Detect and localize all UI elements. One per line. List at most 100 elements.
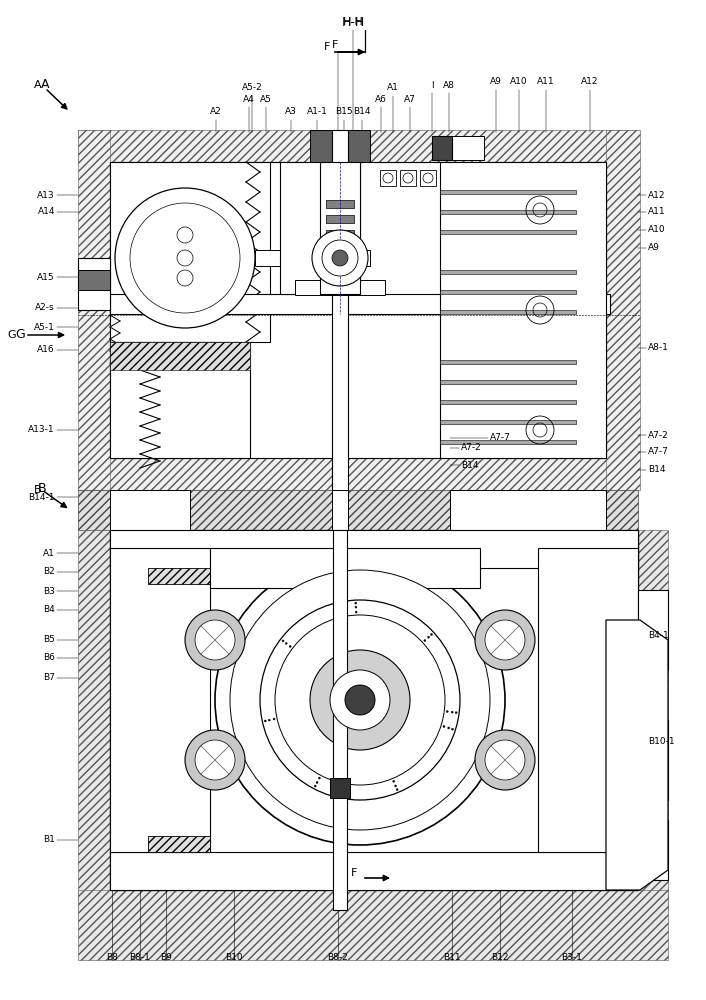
Bar	[78, 890, 668, 960]
Text: B4: B4	[43, 605, 55, 614]
Bar	[576, 162, 606, 458]
Bar	[452, 136, 484, 160]
Text: A5-1: A5-1	[34, 322, 55, 332]
Text: B: B	[34, 485, 42, 495]
Circle shape	[185, 610, 245, 670]
Bar	[110, 832, 210, 852]
Text: A10: A10	[510, 78, 528, 87]
Text: B11: B11	[443, 952, 461, 962]
Bar	[333, 530, 347, 910]
Bar	[616, 548, 638, 852]
Polygon shape	[606, 620, 668, 890]
Text: A10: A10	[648, 226, 666, 234]
Text: B1: B1	[43, 836, 55, 844]
Bar	[78, 270, 110, 290]
Circle shape	[448, 727, 450, 729]
Circle shape	[318, 777, 321, 779]
Text: B8: B8	[106, 952, 118, 962]
Text: A8: A8	[443, 81, 455, 90]
Circle shape	[355, 606, 357, 608]
Circle shape	[424, 640, 426, 642]
Bar	[280, 162, 360, 294]
Bar	[440, 440, 576, 444]
Bar	[295, 280, 385, 295]
Text: B3-1: B3-1	[561, 952, 582, 962]
Text: A7-7: A7-7	[490, 434, 511, 442]
Bar	[210, 548, 480, 558]
Text: A3: A3	[285, 107, 297, 116]
Bar	[440, 230, 576, 234]
Text: A7-7: A7-7	[648, 448, 669, 456]
Text: B14: B14	[648, 466, 666, 475]
Text: A9: A9	[648, 243, 660, 252]
Circle shape	[455, 712, 457, 714]
Bar	[440, 310, 576, 314]
Text: B9: B9	[160, 952, 172, 962]
Bar	[440, 420, 576, 424]
Text: B14: B14	[461, 460, 479, 470]
Bar	[295, 280, 385, 295]
Text: A: A	[34, 80, 42, 90]
Circle shape	[273, 718, 275, 720]
Circle shape	[428, 636, 429, 638]
Circle shape	[395, 785, 397, 787]
Circle shape	[115, 188, 255, 328]
Circle shape	[423, 173, 433, 183]
Bar	[210, 548, 480, 588]
Text: A5: A5	[260, 95, 272, 104]
Circle shape	[443, 725, 445, 727]
Bar	[78, 130, 110, 490]
Bar	[110, 530, 638, 568]
Circle shape	[451, 711, 453, 713]
Bar	[320, 162, 360, 294]
Text: B12: B12	[491, 952, 509, 962]
Bar	[110, 162, 270, 184]
Text: B7: B7	[43, 674, 55, 682]
Text: B: B	[37, 482, 47, 494]
Text: A2: A2	[210, 107, 222, 116]
Text: A6: A6	[375, 95, 387, 104]
Circle shape	[314, 785, 316, 787]
Bar	[78, 300, 110, 310]
Text: A7-2: A7-2	[648, 430, 669, 440]
Bar	[380, 170, 396, 186]
Circle shape	[345, 685, 375, 715]
Bar	[638, 720, 668, 800]
Text: B10-1: B10-1	[648, 738, 675, 746]
Text: A16: A16	[37, 346, 55, 355]
Circle shape	[230, 570, 490, 830]
Bar	[638, 590, 668, 670]
Bar	[110, 490, 190, 530]
Bar	[400, 170, 416, 186]
Circle shape	[215, 555, 505, 845]
Circle shape	[322, 240, 358, 276]
Circle shape	[452, 728, 453, 730]
Bar	[110, 342, 250, 458]
Circle shape	[431, 633, 433, 635]
Circle shape	[195, 620, 235, 660]
Bar	[326, 245, 354, 253]
Polygon shape	[110, 342, 250, 370]
Circle shape	[485, 620, 525, 660]
Bar	[538, 548, 638, 852]
Bar	[440, 380, 576, 384]
Text: B15: B15	[335, 107, 353, 116]
Circle shape	[275, 615, 445, 785]
Text: A11: A11	[648, 208, 666, 217]
Bar	[440, 162, 606, 458]
Text: B5: B5	[43, 636, 55, 645]
Bar	[110, 518, 190, 530]
Circle shape	[195, 740, 235, 780]
Bar	[110, 162, 270, 342]
Circle shape	[332, 250, 348, 266]
Text: A2-s: A2-s	[35, 304, 55, 312]
Text: H-H: H-H	[342, 17, 364, 27]
Text: A7-2: A7-2	[461, 444, 481, 452]
Circle shape	[289, 645, 291, 647]
Bar	[110, 490, 190, 502]
Bar	[110, 852, 638, 890]
Bar	[110, 530, 638, 890]
Polygon shape	[148, 568, 210, 584]
Circle shape	[485, 740, 525, 780]
Bar	[110, 548, 132, 852]
